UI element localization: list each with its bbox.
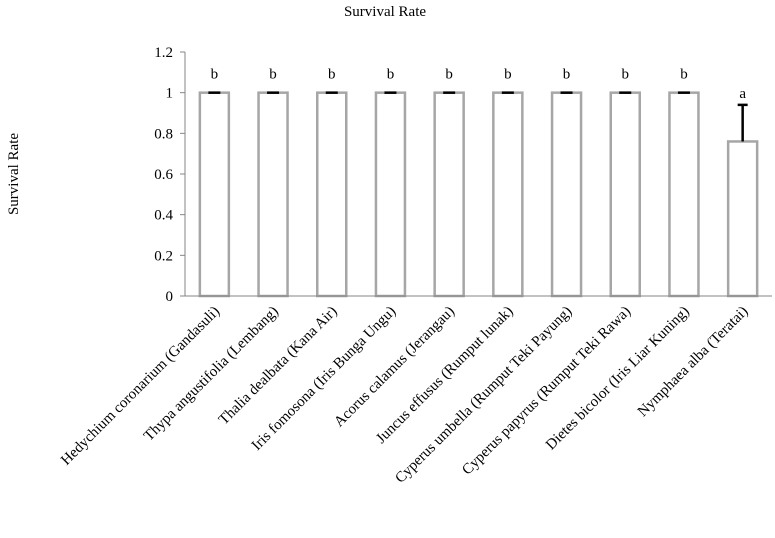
y-tick-label: 1 <box>166 86 174 102</box>
significance-label: b <box>563 67 571 83</box>
bar <box>316 91 348 298</box>
significance-label: b <box>328 67 336 83</box>
x-tick-label: Nymphaea alba (Teratai) <box>635 304 752 421</box>
significance-label: a <box>739 86 746 102</box>
significance-label: b <box>445 67 453 83</box>
significance-label: b <box>622 67 630 83</box>
significance-label: b <box>387 67 395 83</box>
y-tick-label: 0 <box>166 289 174 305</box>
significance-label: b <box>211 67 219 83</box>
y-tick-label: 0.6 <box>154 167 173 183</box>
chart-title: Survival Rate <box>344 4 426 20</box>
x-tick-label: Thalia dealbata (Kana Air) <box>216 304 341 429</box>
bar <box>198 91 231 298</box>
bar <box>257 91 289 298</box>
y-tick-label: 0.4 <box>154 208 173 224</box>
bar <box>726 140 759 298</box>
bar <box>668 91 700 298</box>
significance-label: b <box>504 67 512 83</box>
bar <box>433 91 465 298</box>
y-tick-label: 0.2 <box>154 248 173 264</box>
bar <box>609 91 641 298</box>
y-tick-label: 1.2 <box>154 45 173 61</box>
significance-label: b <box>680 67 688 83</box>
y-axis-label: Survival Rate <box>6 133 22 215</box>
bar <box>550 91 583 298</box>
x-tick-label: Acorus calamus (Jerangau) <box>331 304 458 431</box>
significance-label: b <box>269 67 277 83</box>
bar <box>492 91 524 298</box>
bar <box>374 91 407 298</box>
y-tick-label: 0.8 <box>154 126 173 142</box>
